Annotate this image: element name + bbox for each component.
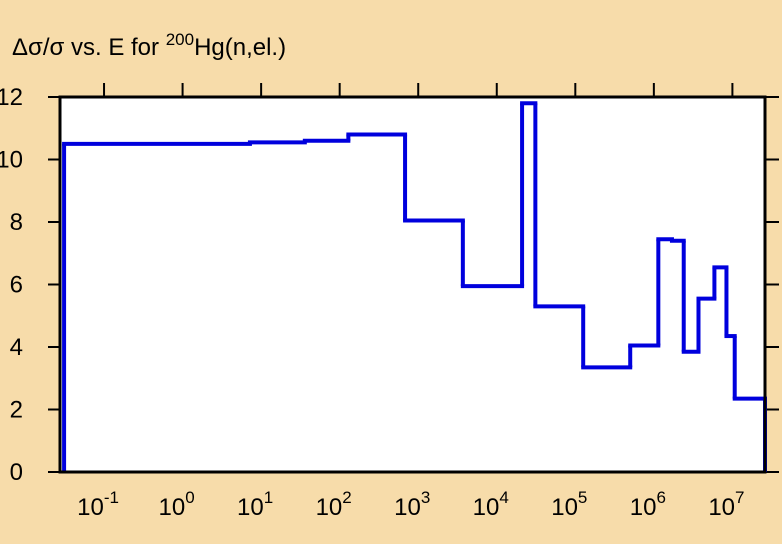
x-tick-base: 10 bbox=[316, 494, 343, 521]
x-tick-base: 10 bbox=[158, 494, 185, 521]
x-tick-exponent: 4 bbox=[499, 488, 508, 507]
y-tick-label: 2 bbox=[10, 397, 23, 424]
x-tick-label: 10-1 bbox=[77, 488, 119, 521]
y-tick-label: 0 bbox=[10, 459, 23, 486]
y-tick-label: 8 bbox=[10, 209, 23, 236]
x-tick-label: 104 bbox=[473, 488, 509, 521]
chart-title: Δσ/σ vs. E for 200Hg(n,el.) bbox=[12, 30, 286, 61]
x-tick-base: 10 bbox=[237, 494, 264, 521]
x-tick-label: 103 bbox=[394, 488, 430, 521]
plot-area bbox=[60, 97, 765, 472]
y-tick-label: 12 bbox=[0, 84, 23, 111]
x-tick-exponent: 0 bbox=[185, 488, 194, 507]
y-tick-label: 6 bbox=[10, 272, 23, 299]
x-tick-label: 107 bbox=[708, 488, 744, 521]
y-tick-label: 10 bbox=[0, 147, 23, 174]
x-tick-label: 100 bbox=[158, 488, 194, 521]
plot-frame bbox=[58, 95, 767, 474]
x-tick-base: 10 bbox=[473, 494, 500, 521]
x-tick-exponent: 1 bbox=[264, 488, 273, 507]
x-tick-base: 10 bbox=[630, 494, 657, 521]
x-tick-exponent: 5 bbox=[578, 488, 587, 507]
x-tick-label: 102 bbox=[316, 488, 352, 521]
x-tick-label: 106 bbox=[630, 488, 666, 521]
x-tick-base: 10 bbox=[394, 494, 421, 521]
x-tick-base: 10 bbox=[77, 494, 104, 521]
x-tick-base: 10 bbox=[708, 494, 735, 521]
x-tick-base: 10 bbox=[551, 494, 578, 521]
x-tick-label: 105 bbox=[551, 488, 587, 521]
x-tick-exponent: 2 bbox=[342, 488, 351, 507]
x-tick-exponent: -1 bbox=[104, 488, 119, 507]
x-tick-exponent: 7 bbox=[735, 488, 744, 507]
x-tick-exponent: 6 bbox=[656, 488, 665, 507]
x-tick-exponent: 3 bbox=[421, 488, 430, 507]
y-tick-label: 4 bbox=[10, 334, 23, 361]
x-tick-label: 101 bbox=[237, 488, 273, 521]
